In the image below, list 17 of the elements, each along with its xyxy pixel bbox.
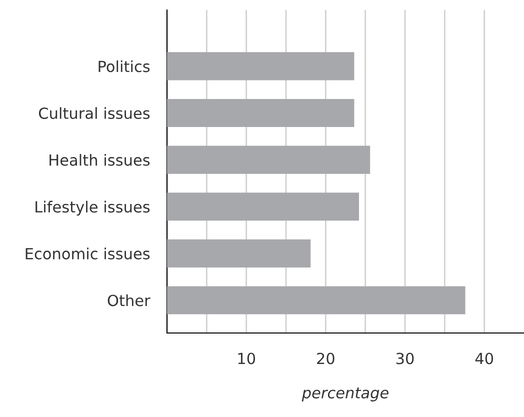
bar [167,239,311,268]
y-tick-label: Cultural issues [38,107,150,120]
bar [167,146,370,174]
bar [167,52,354,80]
y-tick-label: Health issues [50,154,150,166]
bar [167,192,359,221]
bar [167,98,354,128]
x-tick-label: 30 [396,352,414,364]
y-tick-label: Other [108,294,150,306]
x-tick-label: 10 [238,352,256,364]
x-tick-label: 20 [317,352,334,364]
bar [167,286,466,314]
y-tick-label: Politics [98,60,150,72]
x-tick-label: 40 [475,352,494,364]
x-axis-title: percentage [302,388,388,402]
y-tick-label: Lifestyle issues [36,200,150,216]
y-tick-label: Economic issues [26,248,150,260]
